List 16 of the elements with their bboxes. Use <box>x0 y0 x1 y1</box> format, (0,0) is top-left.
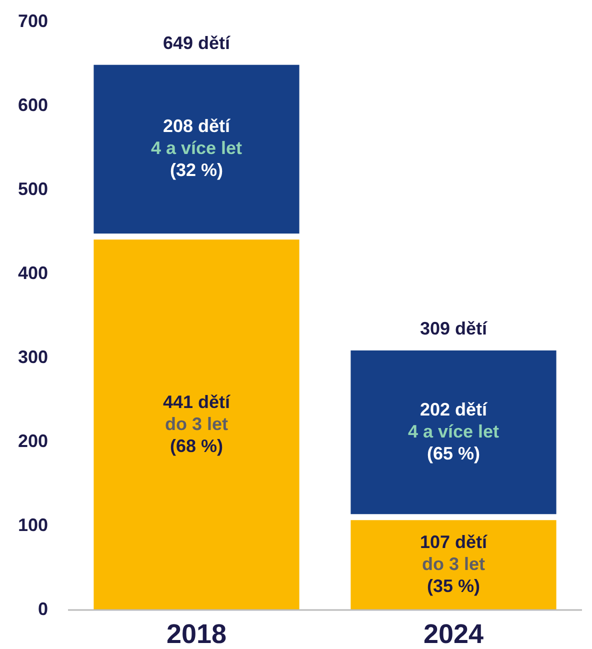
y-tick-label: 400 <box>18 262 48 283</box>
x-tick-label: 2018 <box>166 619 227 649</box>
y-tick-label: 300 <box>18 346 48 367</box>
total-label: 649 dětí <box>162 32 232 53</box>
y-tick-label: 100 <box>18 514 48 535</box>
y-tick-label: 500 <box>18 178 48 199</box>
data-label: 441 dětí do 3 let (68 %) <box>162 392 232 456</box>
y-tick-label: 0 <box>38 598 48 619</box>
x-tick-label: 2024 <box>423 619 484 649</box>
y-tick-label: 600 <box>18 94 48 115</box>
data-label: 208 dětí 4 a více let (32 %) <box>150 116 242 180</box>
y-tick-label: 700 <box>18 10 48 31</box>
data-label: 202 dětí 4 a více let (65 %) <box>408 399 500 464</box>
data-label: 107 dětí do 3 let (35 %) <box>420 532 488 596</box>
total-label: 309 dětí <box>420 318 488 338</box>
y-tick-label: 200 <box>18 430 48 451</box>
